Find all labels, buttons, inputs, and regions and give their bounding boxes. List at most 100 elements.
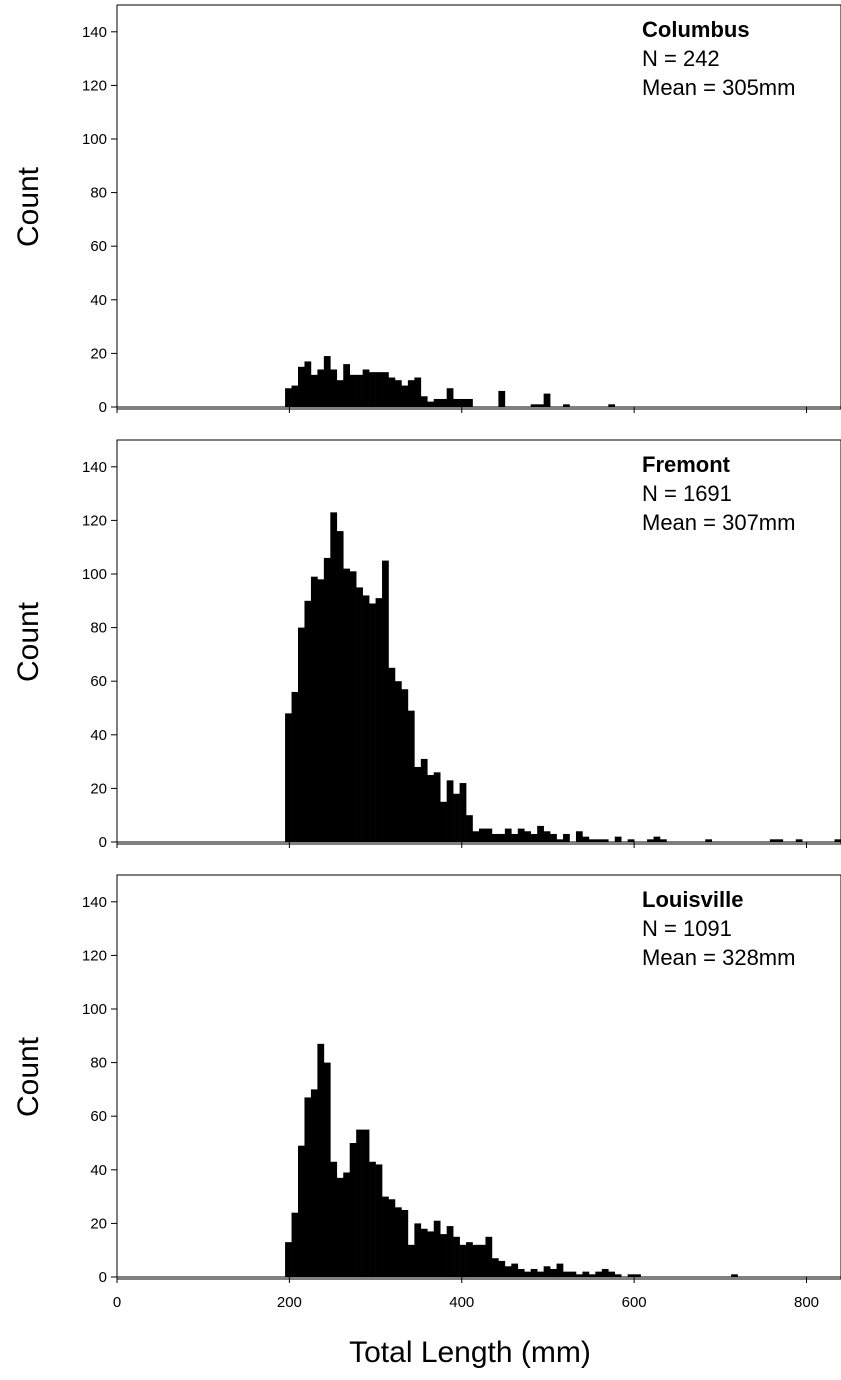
histogram-bar: [356, 587, 363, 842]
histogram-bar: [323, 356, 331, 407]
histogram-bar: [563, 404, 570, 407]
histogram-bar: [537, 404, 544, 407]
panel-columbus: 0 20 40 60 80 100 120 140 Count Columbus N = 24…: [12, 4, 841, 416]
histogram-bar: [394, 380, 402, 407]
histogram-bar: [304, 1097, 312, 1277]
histogram-bar: [524, 1271, 532, 1277]
panel-fremont: 0 20 40 60 80 100 120 140 Count Fremont N = 169…: [12, 439, 841, 851]
histogram-bar: [330, 369, 338, 407]
histogram-bar: [595, 839, 603, 842]
histogram-bar: [291, 1212, 299, 1277]
histogram-bar: [407, 380, 415, 407]
histogram-bar: [705, 839, 713, 842]
histogram-bar: [556, 839, 564, 842]
histogram-bar: [453, 793, 460, 842]
histogram-bar: [336, 1177, 344, 1277]
histogram-bar: [407, 1244, 415, 1277]
y-tick-label: 60: [90, 1108, 107, 1125]
histogram-bar: [614, 1274, 622, 1277]
histogram-bar: [517, 1268, 525, 1277]
y-axis-ticks: 0 20 40 60 80 100 120 140: [82, 24, 117, 416]
histogram-bar: [317, 369, 325, 407]
histogram-bar: [349, 571, 357, 842]
histogram-bar: [394, 681, 402, 842]
histogram-bar: [601, 839, 609, 842]
histogram-bar: [588, 839, 596, 842]
histogram-bar: [537, 1271, 544, 1277]
histogram-bar: [420, 1228, 428, 1277]
y-tick-label: 20: [90, 1215, 107, 1232]
histogram-bar: [440, 398, 447, 407]
plot-frame: [116, 439, 841, 845]
y-tick-label: 100: [82, 1001, 107, 1018]
mean-length-label: Mean = 307mm: [642, 510, 795, 535]
x-axis-ticks: [116, 842, 808, 848]
histogram-bar: [588, 1274, 596, 1277]
bar-group: [117, 1043, 841, 1278]
histogram-bar: [582, 1271, 590, 1277]
histogram-bar: [310, 576, 318, 842]
panel-title: Fremont: [642, 452, 731, 477]
histogram-bar: [485, 1236, 493, 1277]
panel-louisville: 0 20 40 60 80 100 120 140 0 200 400 600 800 Count L…: [12, 874, 841, 1311]
histogram-bar: [595, 1271, 603, 1277]
histogram-bar: [375, 598, 383, 842]
histogram-bar: [388, 1199, 396, 1277]
histogram-bar: [401, 689, 409, 842]
histogram-bar: [446, 388, 454, 407]
histogram-bar: [627, 1274, 635, 1277]
histogram-bar: [375, 372, 383, 407]
histogram-bar: [343, 364, 351, 407]
y-axis-label: Count: [12, 601, 45, 682]
histogram-bar: [420, 758, 428, 842]
histogram-bar: [608, 404, 616, 407]
histogram-bar: [291, 385, 299, 407]
histogram-bar: [511, 833, 519, 842]
histogram-bar: [298, 1145, 305, 1277]
histogram-bar: [336, 380, 344, 407]
histogram-bar: [498, 1260, 506, 1277]
y-tick-label: 140: [82, 894, 107, 911]
histogram-bar: [356, 374, 363, 407]
histogram-bar: [543, 393, 551, 407]
histogram-bar: [731, 1274, 738, 1277]
histogram-bar: [795, 839, 803, 842]
histogram-bar: [349, 1143, 357, 1277]
histogram-bar: [382, 1196, 389, 1277]
histogram-bar: [298, 366, 305, 407]
histogram-bar: [291, 691, 299, 842]
y-tick-label: 120: [82, 512, 107, 529]
histogram-bar: [317, 1043, 325, 1277]
y-tick-label: 120: [82, 77, 107, 94]
sample-size-label: N = 1091: [642, 916, 732, 941]
histogram-bar: [491, 833, 499, 842]
mean-length-label: Mean = 328mm: [642, 945, 795, 970]
histogram-bar: [401, 385, 409, 407]
histogram-bar: [459, 783, 467, 842]
histogram-bar: [427, 775, 435, 842]
histogram-bar: [382, 560, 389, 842]
y-tick-label: 120: [82, 947, 107, 964]
histogram-bar: [491, 1258, 499, 1277]
y-tick-label: 80: [90, 185, 107, 202]
histogram-bar: [453, 1236, 460, 1277]
y-tick-label: 40: [90, 727, 107, 744]
histogram-bar: [330, 512, 338, 842]
histogram-bar: [414, 766, 422, 842]
histogram-bar: [582, 836, 590, 842]
y-tick-label: 80: [90, 620, 107, 637]
histogram-bar: [550, 833, 557, 842]
y-tick-label: 80: [90, 1055, 107, 1072]
histogram-bar: [375, 1164, 383, 1277]
histogram-bar: [647, 839, 654, 842]
histogram-bar: [369, 603, 376, 842]
histogram-bar: [343, 1172, 351, 1277]
y-tick-label: 100: [82, 566, 107, 583]
histogram-bar: [310, 374, 318, 407]
mean-length-label: Mean = 305mm: [642, 75, 795, 100]
histogram-bar: [543, 831, 551, 842]
histogram-bar: [433, 1220, 441, 1277]
histogram-bar: [356, 1129, 363, 1277]
histogram-bar: [369, 372, 376, 407]
histogram-bar: [530, 833, 538, 842]
